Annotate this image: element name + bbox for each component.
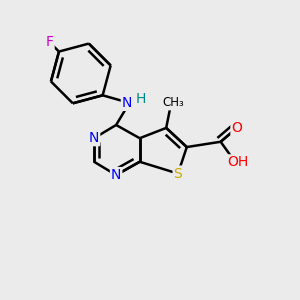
Text: S: S xyxy=(174,167,182,181)
Text: OH: OH xyxy=(228,155,249,170)
Text: H: H xyxy=(135,92,146,106)
Text: N: N xyxy=(89,131,99,145)
Text: O: O xyxy=(231,121,242,135)
Text: N: N xyxy=(111,168,121,182)
Text: F: F xyxy=(46,35,54,49)
Text: CH₃: CH₃ xyxy=(163,96,184,110)
Text: N: N xyxy=(122,96,132,110)
